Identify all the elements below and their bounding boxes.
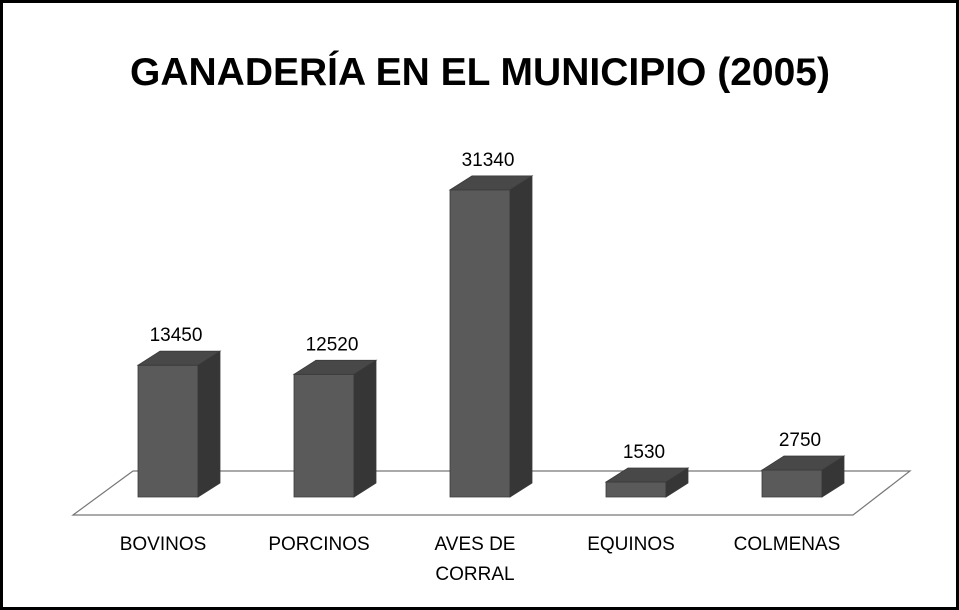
x-tick-label: BOVINOS [119, 534, 207, 555]
value-label: 12520 [306, 334, 359, 355]
bar [136, 350, 222, 498]
chart: GANADERÍA EN EL MUNICIPIO (2005) 13450 12… [71, 50, 912, 516]
value-label: 1530 [623, 442, 665, 463]
bar-side [197, 350, 221, 498]
bar-front [293, 373, 355, 498]
bar-top [448, 175, 534, 191]
bar-top [604, 467, 690, 483]
x-tick-label: COLMENAS [733, 534, 841, 555]
bar-front [761, 469, 823, 498]
value-label: 13450 [150, 325, 203, 346]
x-tick-label: PORCINOS [268, 534, 370, 555]
value-label: 31340 [462, 150, 515, 171]
bar [604, 467, 690, 498]
chart-title: GANADERÍA EN EL MUNICIPIO (2005) [130, 50, 830, 94]
bar-top [136, 350, 222, 366]
bar [760, 455, 846, 498]
value-label: 2750 [779, 430, 821, 451]
bar [448, 175, 534, 498]
bar-top [292, 359, 378, 375]
bar [292, 359, 378, 498]
bar-front [605, 481, 667, 498]
x-tick-label: EQUINOS [587, 534, 675, 555]
bar-top [760, 455, 846, 471]
bar-front [449, 189, 511, 498]
bar-side [509, 175, 533, 498]
x-tick-label: AVES DE CORRAL [434, 534, 516, 585]
bar-side [353, 359, 377, 498]
bar-front [137, 364, 199, 498]
